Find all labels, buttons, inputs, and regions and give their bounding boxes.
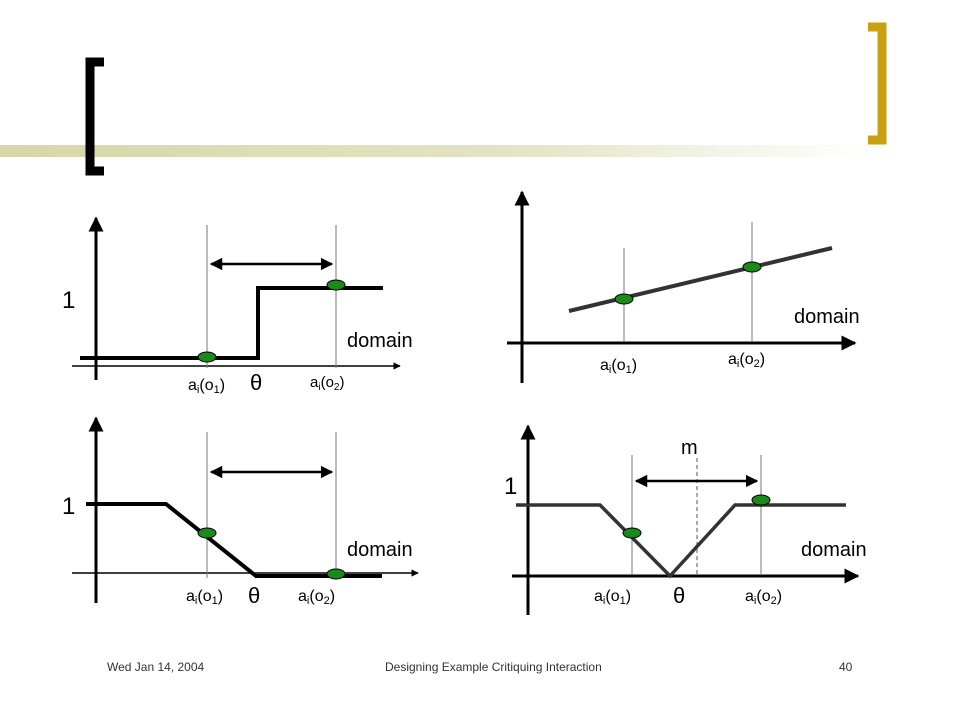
v-curve [516, 503, 846, 579]
panel-step-function: 1 domain θ ai(o1) ai(o2) [62, 216, 413, 396]
point-o2 [742, 261, 762, 273]
theta-label: θ [673, 583, 685, 608]
left-bracket-icon [85, 57, 104, 176]
m-label: m [681, 437, 698, 459]
ramp-curve [86, 502, 382, 578]
footer-page-number: 40 [839, 660, 853, 674]
panel-linear-function: domain ai(o1) ai(o2) [507, 190, 860, 383]
label-a-o2: ai(o2) [310, 374, 344, 393]
x-label-domain: domain [347, 330, 413, 352]
label-a-o1: ai(o1) [188, 377, 225, 396]
point-o1 [197, 351, 217, 363]
right-bracket-icon [868, 22, 887, 145]
label-a-o2: ai(o2) [298, 588, 335, 607]
panel-v-function: 1 m domain θ ai(o1) ai(o2) [504, 424, 867, 615]
label-a-o1: ai(o1) [600, 357, 637, 376]
point-o2 [326, 568, 346, 580]
footer-date: Wed Jan 14, 2004 [107, 660, 205, 674]
header-decoration [0, 22, 887, 176]
y-label-one: 1 [62, 287, 75, 314]
theta-label: θ [250, 370, 262, 395]
footer-title: Designing Example Critiquing Interaction [385, 660, 602, 674]
label-a-o1: ai(o1) [594, 588, 631, 607]
label-a-o1: ai(o1) [186, 588, 223, 607]
panel-decreasing-function: 1 domain θ ai(o1) ai(o2) [62, 416, 419, 608]
label-a-o2: ai(o2) [728, 351, 765, 370]
point-o2 [751, 494, 771, 506]
point-o1 [197, 527, 217, 539]
y-label-one: 1 [62, 493, 75, 520]
linear-curve [568, 246, 833, 313]
point-o1 [622, 527, 642, 539]
y-label-one: 1 [504, 473, 517, 500]
x-label-domain: domain [801, 539, 867, 561]
theta-label: θ [248, 583, 260, 608]
x-label-domain: domain [347, 539, 413, 561]
x-label-domain: domain [794, 306, 860, 328]
label-a-o2: ai(o2) [745, 588, 782, 607]
title-bar [0, 145, 870, 157]
step-curve [80, 286, 383, 360]
point-o2 [326, 279, 346, 291]
point-o1 [614, 293, 634, 305]
